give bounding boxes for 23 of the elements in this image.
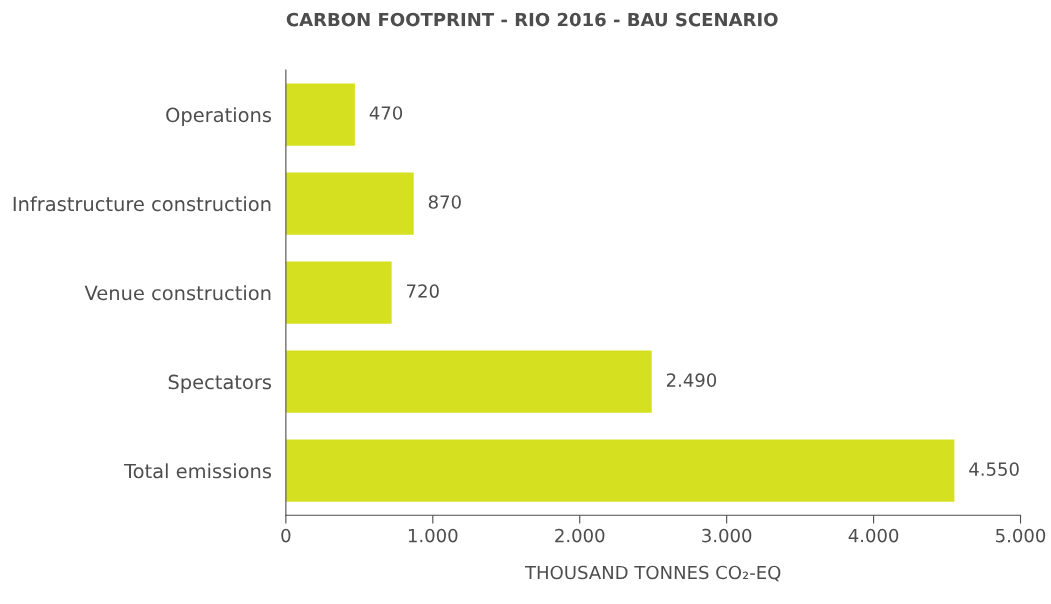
data-label: 470	[369, 106, 403, 120]
data-label: 870	[428, 195, 461, 209]
x-tick-label: 1.000	[408, 528, 458, 543]
x-axis-title: THOUSAND TONNES CO₂-EQ	[524, 565, 781, 582]
y-tick-label: Spectators	[168, 374, 272, 394]
x-tick-label: 2.000	[555, 528, 605, 543]
bar	[285, 172, 414, 235]
data-label: 720	[407, 284, 439, 298]
bar	[285, 261, 392, 324]
y-tick-label: Infrastructure construction	[13, 196, 271, 212]
bar	[285, 439, 955, 502]
chart-title: CARBON FOOTPRINT - RIO 2016 - BAU SCENARIO	[286, 12, 778, 27]
bar	[285, 83, 355, 146]
x-tick-label: 0	[281, 528, 291, 543]
x-tick-label: 5.000	[996, 528, 1046, 543]
y-tick-label: Total emissions	[124, 463, 272, 479]
y-tick-label: Venue construction	[84, 285, 271, 301]
y-tick-label: Operations	[166, 107, 272, 127]
x-tick-label: 3.000	[702, 528, 752, 543]
data-label: 4.550	[969, 462, 1019, 476]
data-label: 2.490	[666, 373, 717, 387]
bar	[285, 350, 652, 413]
x-tick-label: 4.000	[848, 528, 899, 543]
